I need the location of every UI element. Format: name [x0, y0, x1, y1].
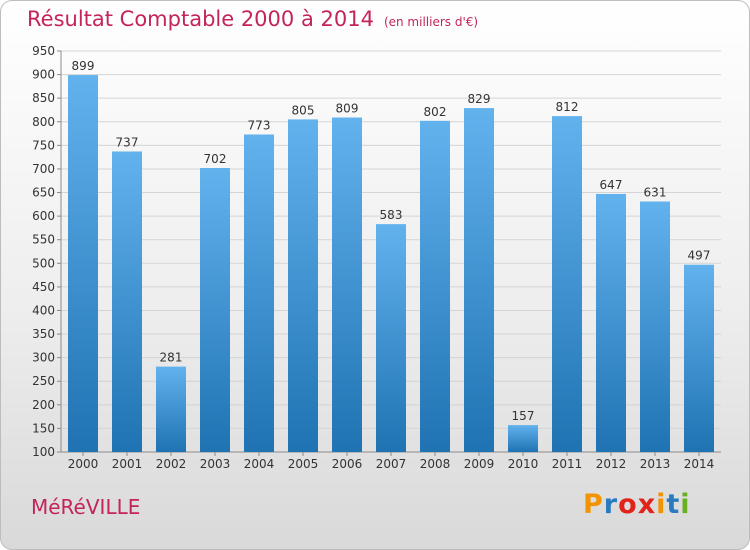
bar-2000: [68, 75, 98, 452]
y-tick-label: 250: [32, 374, 55, 388]
x-tick-label: 2010: [508, 457, 539, 471]
y-tick-label: 750: [32, 138, 55, 152]
bar-2001: [112, 151, 142, 452]
x-tick-label: 2012: [596, 457, 627, 471]
bar-2014: [684, 264, 714, 452]
y-tick-label: 650: [32, 186, 55, 200]
logo-letter: t: [666, 489, 681, 520]
x-tick-label: 2011: [552, 457, 583, 471]
data-label-2009: 829: [468, 92, 491, 106]
x-tick-label: 2008: [420, 457, 451, 471]
y-tick-labels: 100 150 200 250 300 350 400 450 500 550 600 650 700 7…: [32, 44, 55, 459]
bars: [68, 75, 714, 453]
proxiti-logo: Proxiti: [583, 489, 691, 520]
data-labels: 899 737 281 702 773 805 809 583 802 829 157 812 647 6…: [72, 59, 711, 423]
y-tick-label: 700: [32, 162, 55, 176]
y-tick-label: 850: [32, 91, 55, 105]
x-tick-label: 2001: [112, 457, 143, 471]
logo-letter: i: [680, 489, 691, 520]
x-tick-label: 2006: [332, 457, 363, 471]
logo-letter: o: [618, 489, 638, 520]
logo-letter: x: [637, 489, 657, 520]
y-tick-label: 400: [32, 303, 55, 317]
y-tick-label: 950: [32, 44, 55, 58]
data-label-2014: 497: [688, 249, 711, 263]
data-label-2006: 809: [336, 102, 359, 116]
data-label-2010: 157: [512, 409, 535, 423]
data-label-2013: 631: [644, 185, 667, 199]
y-tick-label: 100: [32, 445, 55, 459]
data-label-2003: 702: [204, 152, 227, 166]
x-tick-label: 2013: [640, 457, 671, 471]
x-tick-label: 2009: [464, 457, 495, 471]
bar-2012: [596, 193, 626, 452]
x-tick-label: 2003: [200, 457, 231, 471]
bar-2009: [464, 108, 494, 452]
bar-2008: [420, 120, 450, 453]
logo-letter: i: [656, 489, 667, 520]
x-tick-label: 2002: [156, 457, 187, 471]
bar-2006: [332, 117, 362, 452]
y-tick-label: 300: [32, 351, 55, 365]
x-tick-label: 2007: [376, 457, 407, 471]
y-tick-label: 600: [32, 209, 55, 223]
chart-title-block: Résultat Comptable 2000 à 2014 (en millie…: [27, 7, 478, 31]
bar-2004: [244, 134, 274, 452]
bar-2010: [508, 425, 538, 452]
y-tick-label: 150: [32, 421, 55, 435]
chart-title: Résultat Comptable 2000 à 2014: [27, 7, 374, 31]
x-tick-labels: 2000 2001 2002 2003 2004 2005 2006 2007 2008 2009…: [68, 457, 715, 471]
logo-letter: P: [583, 489, 604, 520]
y-tick-label: 550: [32, 233, 55, 247]
data-label-2000: 899: [72, 59, 95, 73]
commune-name: MéRéVILLE: [31, 495, 141, 519]
y-tick-label: 350: [32, 327, 55, 341]
data-label-2008: 802: [424, 105, 447, 119]
x-tick-label: 2014: [684, 457, 715, 471]
data-label-2005: 805: [292, 103, 315, 117]
data-label-2002: 281: [160, 351, 183, 365]
data-label-2011: 812: [556, 100, 579, 114]
bar-2013: [640, 201, 670, 452]
y-tick-label: 900: [32, 68, 55, 82]
y-tick-label: 800: [32, 115, 55, 129]
bar-2002: [156, 366, 186, 452]
bar-2011: [552, 116, 582, 453]
y-tick-label: 450: [32, 280, 55, 294]
y-tick-label: 200: [32, 398, 55, 412]
data-label-2001: 737: [116, 135, 139, 149]
bar-2007: [376, 224, 406, 452]
data-label-2007: 583: [380, 208, 403, 222]
chart-subtitle: (en milliers d'€): [383, 15, 479, 29]
logo-letter: r: [603, 489, 619, 520]
data-label-2004: 773: [248, 119, 271, 133]
y-tick-label: 500: [32, 256, 55, 270]
x-tick-label: 2005: [288, 457, 319, 471]
bar-2003: [200, 167, 230, 452]
data-label-2012: 647: [600, 178, 623, 192]
bar-2005: [288, 119, 318, 452]
x-tick-label: 2000: [68, 457, 99, 471]
x-tick-label: 2004: [244, 457, 275, 471]
